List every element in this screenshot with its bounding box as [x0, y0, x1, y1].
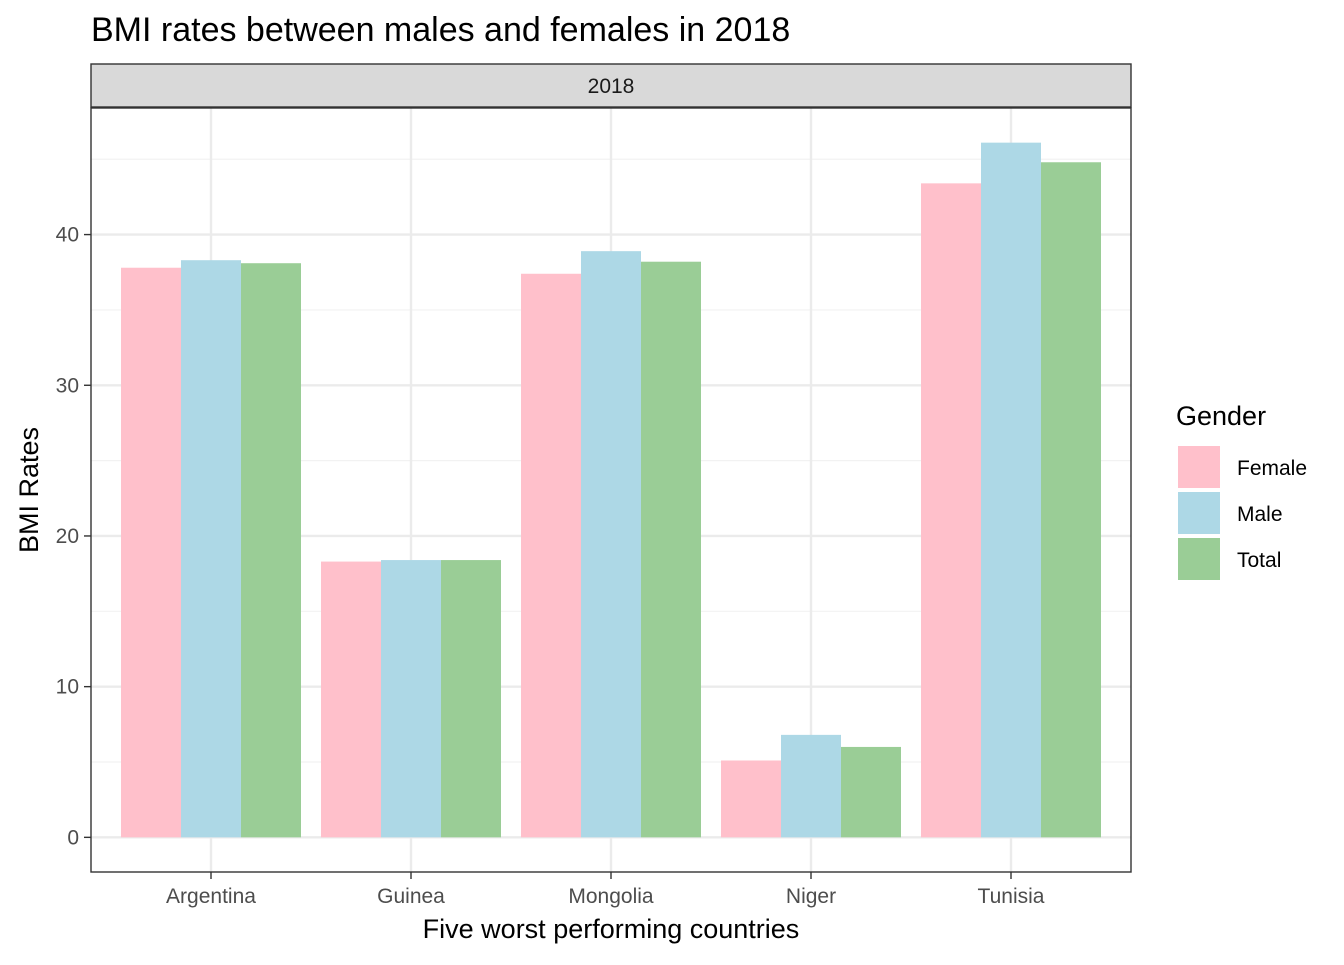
legend: Gender Female Male Total — [1176, 401, 1307, 580]
bar-argentina-male — [181, 260, 241, 838]
y-tick-label: 10 — [56, 676, 79, 699]
bar-mongolia-female — [521, 273, 581, 838]
legend-label-male: Male — [1237, 503, 1283, 526]
y-tick-label: 20 — [56, 525, 79, 548]
bar-mongolia-male — [581, 251, 641, 838]
y-tick-label: 30 — [56, 374, 79, 397]
x-tick-label: Guinea — [377, 885, 445, 908]
legend-key-male — [1178, 492, 1220, 534]
x-tick-label: Tunisia — [978, 885, 1045, 908]
bar-guinea-male — [381, 560, 441, 838]
bar-niger-female — [721, 760, 781, 838]
bar-tunisia-male — [981, 142, 1041, 838]
x-axis-title: Five worst performing countries — [423, 914, 800, 944]
facet-strip-label: 2018 — [588, 75, 635, 98]
facet-strip — [90, 63, 1132, 108]
y-tick-label: 40 — [56, 224, 79, 247]
bar-tunisia-total — [1041, 162, 1101, 838]
bar-guinea-female — [321, 561, 381, 838]
legend-key-female — [1178, 446, 1220, 488]
y-tick-label: 0 — [67, 826, 79, 849]
x-tick-label: Argentina — [166, 885, 256, 908]
bar-argentina-total — [241, 263, 301, 838]
bar-niger-total — [841, 746, 901, 838]
bars — [121, 142, 1101, 838]
legend-label-female: Female — [1237, 457, 1307, 480]
y-axis-title: BMI Rates — [14, 427, 44, 553]
y-axis: 0 10 20 30 40 — [56, 224, 91, 849]
bar-tunisia-female — [921, 183, 981, 838]
chart-title: BMI rates between males and females in 2… — [91, 11, 790, 49]
x-axis: Argentina Guinea Mongolia Niger Tunisia — [166, 872, 1045, 908]
bar-guinea-total — [441, 560, 501, 838]
x-tick-label: Niger — [786, 885, 836, 908]
legend-key-total — [1178, 538, 1220, 580]
bar-niger-male — [781, 734, 841, 838]
bar-mongolia-total — [641, 261, 701, 838]
legend-title: Gender — [1176, 401, 1266, 431]
legend-label-total: Total — [1237, 549, 1281, 572]
x-tick-label: Mongolia — [568, 885, 654, 908]
bar-argentina-female — [121, 267, 181, 838]
